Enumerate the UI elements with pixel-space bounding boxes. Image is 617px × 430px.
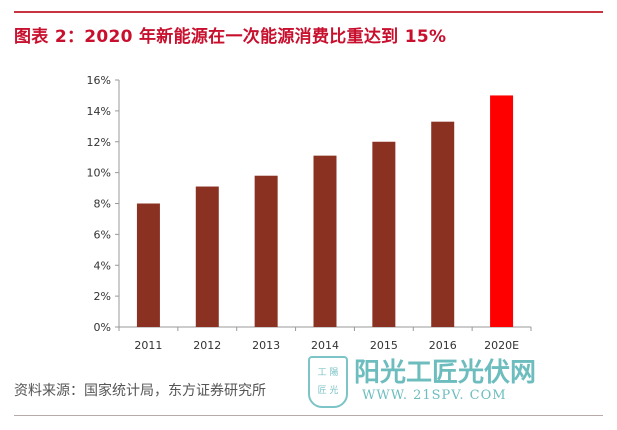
chart-title: 图表 2：2020 年新能源在一次能源消费比重达到 15%: [14, 27, 447, 47]
bar-2020E: [490, 95, 514, 327]
x-tick-label: 2014: [311, 339, 339, 352]
y-tick-label: 4%: [94, 259, 111, 272]
bar-2011: [136, 203, 160, 327]
watermark-logo: 工 陽匠 光 阳光工匠光伏网 WWW. 21SPV. COM: [308, 352, 608, 412]
bar-2012: [195, 186, 219, 327]
watermark-url: WWW. 21SPV. COM: [362, 388, 507, 403]
y-tick-label: 14%: [87, 105, 111, 118]
y-tick-label: 8%: [94, 198, 111, 211]
y-tick-label: 2%: [94, 290, 111, 303]
top-divider: [14, 11, 603, 13]
y-tick-label: 0%: [94, 321, 111, 334]
watermark-name: 阳光工匠光伏网: [354, 358, 537, 388]
y-tick-label: 16%: [87, 74, 111, 87]
x-tick-label: 2016: [429, 339, 457, 352]
bottom-divider: [14, 415, 603, 416]
x-tick-label: 2013: [252, 339, 280, 352]
x-tick-label: 2011: [134, 339, 162, 352]
watermark-badge: 工 陽匠 光: [308, 356, 348, 408]
x-tick-label: 2012: [193, 339, 221, 352]
x-tick-label: 2020E: [484, 339, 519, 352]
bar-2016: [431, 121, 455, 328]
y-tick-label: 12%: [87, 136, 111, 149]
y-tick-label: 6%: [94, 228, 111, 241]
bar-2015: [372, 141, 396, 327]
bar-2013: [254, 175, 278, 327]
source-note: 资料来源：国家统计局，东方证券研究所: [14, 383, 266, 399]
x-tick-label: 2015: [370, 339, 398, 352]
bar-2014: [313, 155, 337, 327]
y-tick-label: 10%: [87, 167, 111, 180]
